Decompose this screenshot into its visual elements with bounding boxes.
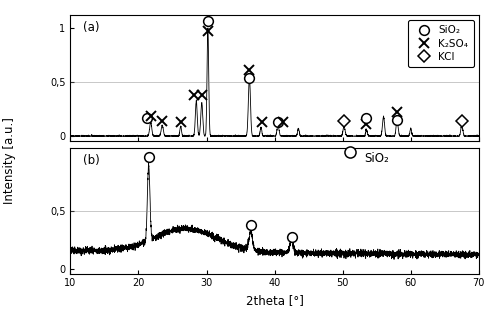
- Text: (a): (a): [82, 21, 99, 34]
- Text: SiO₂: SiO₂: [364, 152, 389, 165]
- X-axis label: 2theta [°]: 2theta [°]: [246, 294, 304, 307]
- Text: Intensity [a.u.]: Intensity [a.u.]: [2, 118, 16, 204]
- Legend: SiO₂, K₂SO₄, KCl: SiO₂, K₂SO₄, KCl: [408, 20, 474, 67]
- Text: (b): (b): [82, 154, 100, 167]
